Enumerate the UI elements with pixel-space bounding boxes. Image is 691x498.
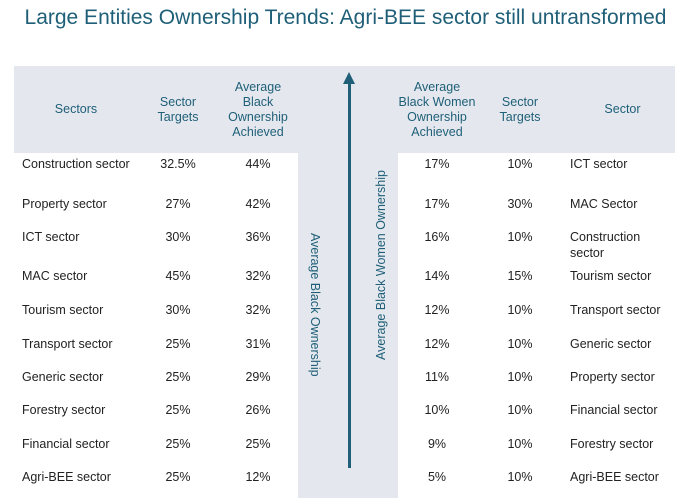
right-sector-name: Construction sector [570,230,641,260]
average-black-women-ownership-value: 10% [424,403,450,417]
right-sector-name: Financial sector [570,403,658,417]
average-black-women-ownership-value: 14% [424,269,450,283]
left-sector-name: MAC sector [22,269,88,283]
right-sector-target: 10% [507,157,533,171]
right-sector-name: Property sector [570,370,655,384]
average-black-ownership-value: 44% [245,157,271,171]
average-black-ownership-value: 42% [245,197,271,211]
header-sector: Sector [604,102,641,116]
left-sector-target: 25% [165,437,191,451]
average-black-women-ownership-value: 12% [424,337,450,351]
header-sectors: Sectors [54,102,98,116]
average-black-women-ownership-value: 17% [424,157,450,171]
right-sector-name: Forestry sector [570,437,654,451]
left-sector-name: Construction sector [22,157,130,171]
average-black-ownership-value: 32% [245,303,271,317]
right-sector-name: Generic sector [570,337,652,351]
arrow-shaft [348,82,351,468]
average-black-ownership-value: 36% [245,230,271,244]
left-sector-target: 25% [165,337,191,351]
header-average-black-women-ownership: Average Black Women Ownership Achieved [398,79,476,139]
average-black-ownership-value: 26% [245,403,271,417]
average-black-women-ownership-value: 16% [424,230,450,244]
left-sector-target: 45% [165,269,191,283]
left-sector-name: ICT sector [22,230,80,244]
right-sector-name: Tourism sector [570,269,652,283]
up-arrow-icon [343,72,355,84]
left-sector-name: Property sector [22,197,107,211]
right-sector-target: 10% [507,303,533,317]
right-sector-target: 30% [507,197,533,211]
left-sector-target: 32.5% [160,157,196,171]
right-sector-target: 10% [507,230,533,244]
right-sector-target: 10% [507,370,533,384]
average-black-women-ownership-value: 17% [424,197,450,211]
right-sector-target: 10% [507,470,533,484]
average-black-ownership-value: 12% [245,470,271,484]
right-sector-name: Agri-BEE sector [570,470,659,484]
left-sector-name: Agri-BEE sector [22,470,111,484]
header-sector-targets-right: Sector Targets [499,94,541,124]
vertical-label-black-ownership: Average Black Ownership [308,233,322,377]
average-black-women-ownership-value: 9% [427,437,447,451]
left-sector-target: 30% [165,230,191,244]
right-header-band [398,66,675,153]
average-black-women-ownership-value: 12% [424,303,450,317]
left-sector-target: 25% [165,403,191,417]
left-sector-name: Forestry sector [22,403,106,417]
left-header-band [14,66,298,153]
left-sector-target: 27% [165,197,191,211]
left-sector-name: Generic sector [22,370,104,384]
right-sector-target: 10% [507,437,533,451]
right-sector-name: MAC Sector [570,197,638,211]
right-sector-name: Transport sector [570,303,661,317]
right-sector-target: 10% [507,403,533,417]
header-sector-targets-left: Sector Targets [157,94,199,124]
right-sector-target: 10% [507,337,533,351]
header-average-black-ownership: Average Black Ownership Achieved [228,79,288,139]
average-black-ownership-value: 29% [245,370,271,384]
left-sector-name: Financial sector [22,437,110,451]
right-sector-name: ICT sector [570,157,628,171]
average-black-ownership-value: 25% [245,437,271,451]
left-sector-target: 25% [165,370,191,384]
average-black-ownership-value: 31% [245,337,271,351]
left-sector-name: Tourism sector [22,303,104,317]
left-sector-target: 30% [165,303,191,317]
average-black-ownership-value: 32% [245,269,271,283]
vertical-label-black-women-ownership: Average Black Women Ownership [374,170,388,360]
right-sector-target: 15% [507,269,533,283]
page-title: Large Entities Ownership Trends: Agri-BE… [24,6,667,29]
left-sector-name: Transport sector [22,337,113,351]
average-black-women-ownership-value: 11% [424,370,450,384]
average-black-women-ownership-value: 5% [427,470,447,484]
left-sector-target: 25% [165,470,191,484]
